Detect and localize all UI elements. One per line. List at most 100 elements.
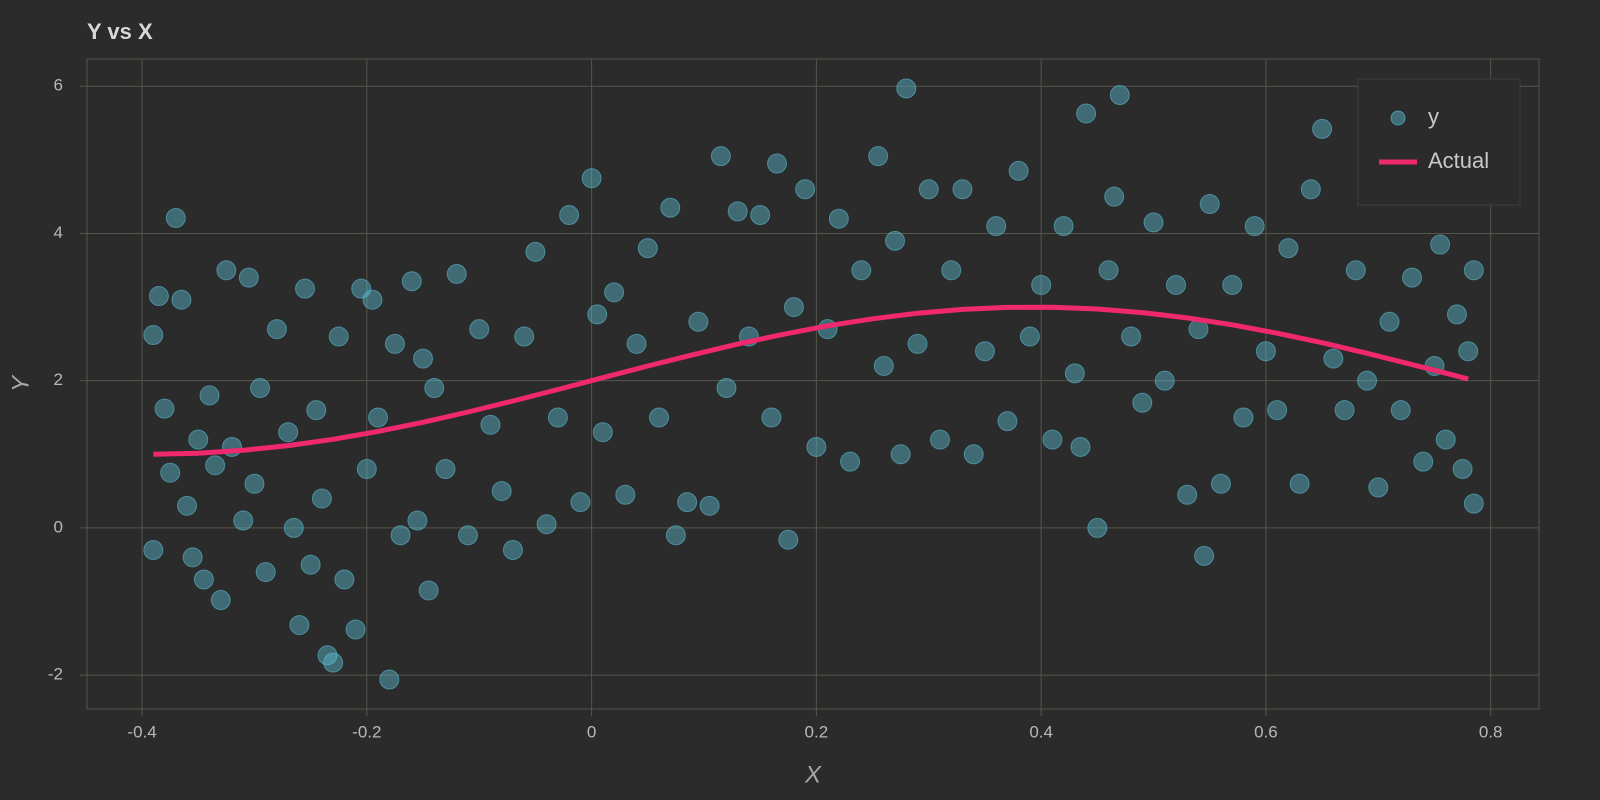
scatter-point xyxy=(885,230,906,251)
scatter-point xyxy=(1210,473,1231,494)
scatter-point xyxy=(626,333,647,354)
scatter-point xyxy=(806,436,827,457)
x-tick-label: 0 xyxy=(587,722,596,741)
scatter-point xyxy=(1390,400,1411,421)
scatter-point xyxy=(587,304,608,325)
scatter-point xyxy=(570,492,591,513)
scatter-point xyxy=(918,179,939,200)
scatter-point xyxy=(761,407,782,428)
y-tick-label: 4 xyxy=(54,223,63,242)
scatter-point xyxy=(306,400,327,421)
legend-label: y xyxy=(1428,104,1439,129)
scatter-point xyxy=(840,451,861,472)
scatter-point xyxy=(929,429,950,450)
scatter-point xyxy=(1087,517,1108,538)
scatter-point xyxy=(727,201,748,222)
scatter-point xyxy=(345,619,366,640)
scatter-point xyxy=(289,615,310,636)
scatter-point xyxy=(266,319,287,340)
scatter-point xyxy=(1402,267,1423,288)
scatter-point xyxy=(514,326,535,347)
scatter-point xyxy=(1143,212,1164,233)
scatter-point xyxy=(868,146,889,167)
scatter-point xyxy=(1064,363,1085,384)
x-tick-label: -0.4 xyxy=(127,722,156,741)
scatter-point xyxy=(435,459,456,480)
scatter-point xyxy=(413,348,434,369)
scatter-point xyxy=(216,260,237,281)
scatter-point xyxy=(1019,326,1040,347)
scatter-point xyxy=(1194,545,1215,566)
scatter-point xyxy=(160,462,181,483)
scatter-point xyxy=(188,429,209,450)
scatter-point xyxy=(379,669,400,690)
scatter-point xyxy=(165,208,186,229)
scatter-point xyxy=(171,289,192,310)
scatter-point xyxy=(1132,392,1153,413)
scatter-point xyxy=(963,444,984,465)
scatter-point xyxy=(783,297,804,318)
scatter-point xyxy=(1300,179,1321,200)
x-axis-label: X xyxy=(804,761,822,788)
scatter-point xyxy=(491,481,512,502)
scatter-point xyxy=(205,455,226,476)
scatter-point xyxy=(997,411,1018,432)
scatter-point xyxy=(233,510,254,531)
x-tick-label: 0.6 xyxy=(1254,722,1278,741)
y-tick-label: 2 xyxy=(54,370,63,389)
scatter-point xyxy=(1458,341,1479,362)
scatter-point xyxy=(255,562,276,583)
scatter-point xyxy=(1109,85,1130,106)
scatter-point xyxy=(896,78,917,99)
scatter-point xyxy=(660,197,681,218)
scatter-point xyxy=(1345,260,1366,281)
scatter-point xyxy=(148,286,169,307)
scatter-point xyxy=(1244,216,1265,237)
scatter-point xyxy=(418,580,439,601)
scatter-point xyxy=(295,278,316,299)
scatter-point xyxy=(1053,216,1074,237)
scatter-point xyxy=(283,517,304,538)
scatter-point xyxy=(1452,459,1473,480)
scatter-point xyxy=(1289,473,1310,494)
scatter-point xyxy=(665,525,686,546)
y-tick-label: -2 xyxy=(48,665,63,684)
scatter-point xyxy=(384,333,405,354)
scatter-point xyxy=(637,238,658,259)
scatter-point xyxy=(334,569,355,590)
scatter-point xyxy=(1267,400,1288,421)
scatter-point xyxy=(1222,274,1243,295)
scatter-point xyxy=(1031,274,1052,295)
x-tick-label: 0.4 xyxy=(1029,722,1053,741)
scatter-point xyxy=(446,263,467,284)
scatter-point xyxy=(1255,341,1276,362)
scatter-point xyxy=(1233,407,1254,428)
scatter-point xyxy=(716,378,737,399)
scatter-point xyxy=(581,168,602,189)
scatter-point xyxy=(1008,160,1029,181)
scatter-point xyxy=(1463,260,1484,281)
scatter-point xyxy=(390,525,411,546)
scatter-point xyxy=(1166,274,1186,295)
scatter-point xyxy=(143,325,164,346)
scatter-point xyxy=(250,378,271,399)
plot-layer xyxy=(143,78,1484,690)
scatter-point xyxy=(457,525,478,546)
scatter-point xyxy=(1154,370,1175,391)
scatter-point xyxy=(677,492,698,513)
scatter-point xyxy=(1357,370,1378,391)
scatter-point xyxy=(143,539,164,560)
scatter-point xyxy=(1199,194,1220,215)
scatter-point xyxy=(401,271,422,292)
scatter-point xyxy=(323,652,344,673)
scatter-point xyxy=(182,547,203,568)
scatter-point xyxy=(1368,477,1389,498)
scatter-point xyxy=(1104,186,1125,207)
chart-title: Y vs X xyxy=(87,19,153,44)
scatter-point xyxy=(1463,493,1484,514)
scatter-point xyxy=(1323,348,1344,369)
scatter-point xyxy=(559,205,580,226)
scatter-point xyxy=(244,473,265,494)
